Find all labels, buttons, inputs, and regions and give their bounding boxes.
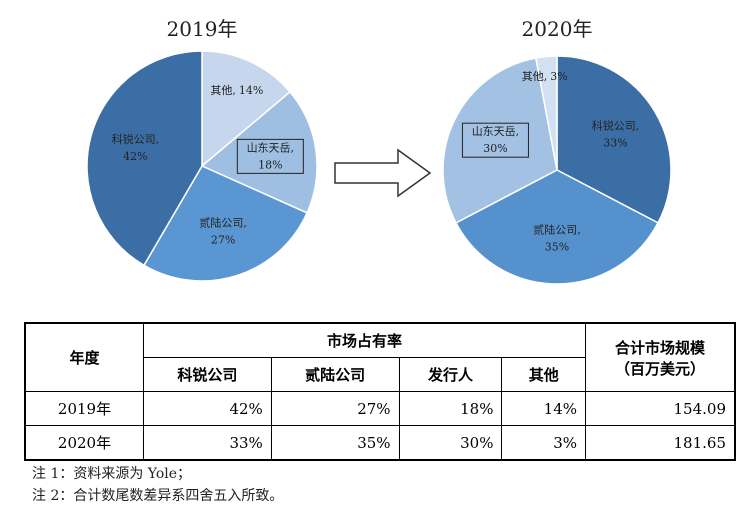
pie-slice	[200, 90, 318, 214]
header-cell: 发行人	[398, 357, 503, 392]
note: 注 1：资料来源为 Yole；	[32, 466, 192, 482]
slice-value: 14%	[239, 84, 263, 97]
table-cell: 181.65	[585, 425, 736, 461]
slice-label: 科锐公司,	[112, 132, 160, 146]
pie-slice	[86, 50, 203, 267]
header-text: （百万美元）	[614, 359, 705, 378]
header-text: 合计市场规模	[614, 338, 705, 357]
slice-value: 33%	[603, 137, 627, 150]
table-cell: 2019年	[24, 391, 144, 426]
table-cell: 42%	[143, 391, 272, 426]
slice-label: 其他,	[210, 84, 236, 97]
table-row: 2019年 42% 27% 18% 14% 154.09	[24, 391, 736, 426]
header-cell: 合计市场规模 （百万美元）	[585, 322, 736, 392]
slice-label: 贰陆公司,	[533, 222, 581, 236]
table-cell: 154.09	[585, 391, 736, 426]
table-cell: 14%	[501, 391, 586, 426]
slice-value: 42%	[123, 150, 147, 163]
slice-label: 贰陆公司,	[199, 216, 247, 230]
pie-slice	[142, 165, 309, 282]
label-box	[236, 138, 304, 174]
slice-label: 其他,	[522, 70, 548, 83]
table-cell: 3%	[501, 425, 586, 461]
slice-label: 山东天岳,	[247, 141, 295, 154]
pie-slice	[534, 55, 558, 171]
note: 注 2：合计数尾数差异系四舍五入所致。	[32, 488, 284, 504]
pie-slice	[454, 169, 660, 285]
header-cell: 科锐公司	[143, 357, 272, 392]
slice-value: 3%	[550, 70, 567, 83]
arrow	[334, 148, 432, 198]
slice-value: 18%	[258, 158, 282, 171]
pie-slice	[201, 50, 292, 168]
table-cell: 2020年	[24, 425, 144, 461]
slice-label: 山东天岳,	[472, 125, 520, 138]
slice-value: 35%	[545, 240, 569, 253]
pie-slice	[442, 57, 558, 224]
table-cell: 33%	[143, 425, 272, 461]
chart-title: 2019年	[167, 17, 238, 41]
table-cell: 35%	[270, 425, 400, 461]
table-row: 2020年 33% 35% 30% 3% 181.65	[24, 425, 736, 461]
pie-slice	[556, 55, 672, 224]
table-cell: 30%	[398, 425, 503, 461]
slice-value: 30%	[483, 142, 507, 155]
header-cell: 其他	[501, 357, 586, 392]
label-box	[461, 122, 529, 158]
header-cell: 市场占有率	[143, 322, 586, 358]
market-table: 年度 市场占有率 合计市场规模 （百万美元） 科锐公司 贰陆公司 发行人 其他 2019…	[24, 322, 736, 461]
table-cell: 27%	[270, 391, 400, 426]
header-cell: 年度	[24, 322, 144, 392]
chart-title: 2020年	[522, 17, 593, 41]
slice-label: 科锐公司,	[592, 119, 640, 133]
slice-value: 27%	[211, 234, 235, 247]
table-cell: 18%	[398, 391, 503, 426]
header-cell: 贰陆公司	[270, 357, 400, 392]
